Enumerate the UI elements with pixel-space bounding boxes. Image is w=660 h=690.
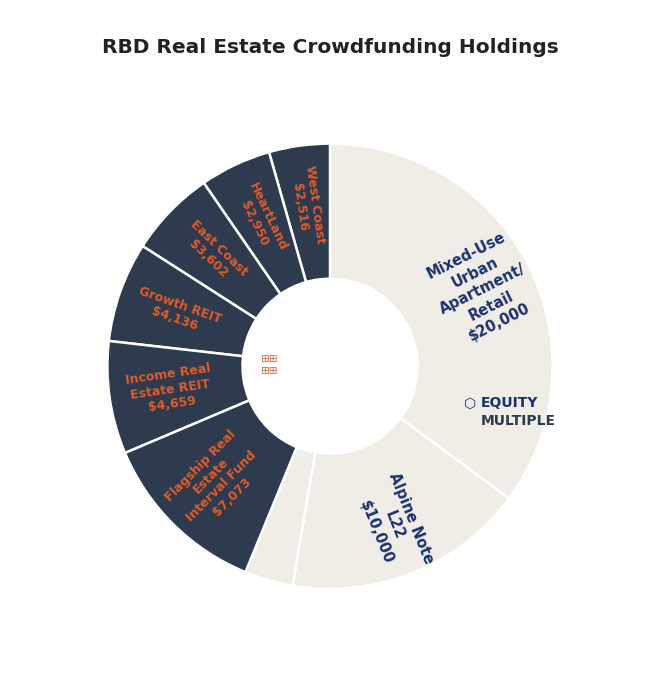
Text: West Coast
$2,516: West Coast $2,516: [288, 165, 327, 247]
Circle shape: [242, 279, 418, 453]
Wedge shape: [292, 418, 509, 589]
Text: Growth REIT
$4,136: Growth REIT $4,136: [132, 284, 223, 339]
Wedge shape: [269, 144, 330, 282]
Wedge shape: [143, 183, 280, 319]
Text: FUNDRISE: FUNDRISE: [282, 357, 373, 373]
Text: Mixed-Use
Urban
Apartment/
Retail
$20,000: Mixed-Use Urban Apartment/ Retail $20,00…: [420, 228, 545, 351]
Text: ⊞⊞
⊞⊞: ⊞⊞ ⊞⊞: [260, 355, 278, 376]
Wedge shape: [330, 144, 552, 498]
Wedge shape: [204, 152, 306, 294]
Text: Alpine Note
L22
$10,000: Alpine Note L22 $10,000: [352, 471, 436, 580]
Text: MULTIPLE: MULTIPLE: [481, 414, 556, 428]
Text: Flagship Real
Estate
Interval Fund
$7,073: Flagship Real Estate Interval Fund $7,07…: [162, 427, 270, 535]
Wedge shape: [246, 447, 315, 586]
Text: HeartLand
$2,950: HeartLand $2,950: [233, 181, 289, 259]
Text: Income Real
Estate REIT
$4,659: Income Real Estate REIT $4,659: [124, 362, 215, 417]
Wedge shape: [125, 400, 297, 572]
Wedge shape: [108, 341, 249, 453]
Text: EQUITY: EQUITY: [481, 396, 539, 411]
Text: RBD Real Estate Crowdfunding Holdings: RBD Real Estate Crowdfunding Holdings: [102, 37, 558, 57]
Wedge shape: [109, 246, 256, 356]
Text: ⬡: ⬡: [464, 396, 481, 411]
Text: East Coast
$3,602: East Coast $3,602: [178, 218, 250, 290]
